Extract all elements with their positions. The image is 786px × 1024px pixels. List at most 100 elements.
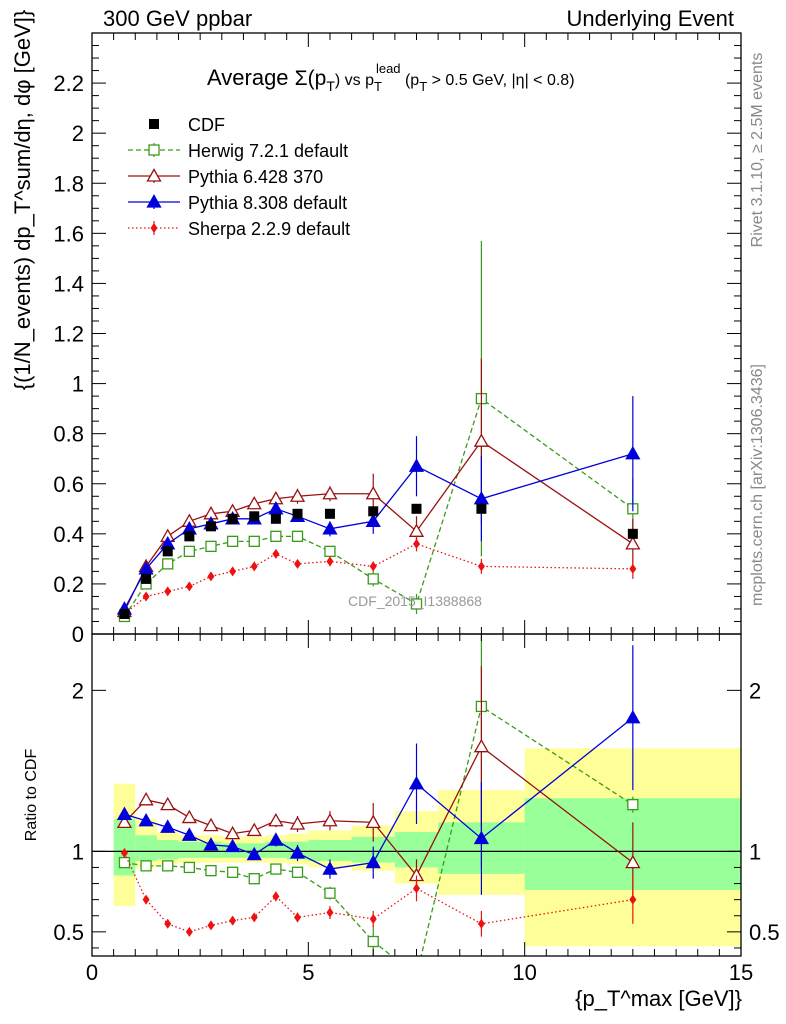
data-point	[629, 894, 637, 905]
y-tick-label: 1.6	[53, 221, 84, 246]
data-point	[183, 861, 196, 874]
x-tick-label: 15	[729, 960, 753, 985]
legend-marker	[148, 144, 160, 156]
legend-item-cdf: CDF	[149, 115, 225, 135]
data-point	[627, 799, 639, 811]
data-point	[625, 536, 641, 550]
y-tick-label-left: 2	[72, 678, 84, 703]
data-point	[326, 556, 334, 567]
data-point	[367, 935, 379, 948]
band-green-2	[156, 840, 179, 860]
data-point	[246, 822, 262, 837]
data-point	[294, 912, 302, 923]
legend-label: Pythia 6.428 370	[188, 167, 323, 187]
side-label-top: Rivet 3.1.10, ≥ 2.5M events	[749, 53, 766, 248]
legend-item-pythia-8-308-default: Pythia 8.308 default	[128, 193, 347, 213]
data-point	[160, 796, 176, 811]
x-tick-label: 10	[512, 960, 536, 985]
data-point	[229, 566, 237, 577]
data-point	[138, 792, 154, 806]
data-point	[367, 573, 379, 585]
legend-label: Pythia 8.308 default	[188, 193, 347, 213]
y-tick-label: 1	[72, 372, 84, 397]
data-point	[160, 819, 176, 833]
data-point	[629, 563, 637, 574]
data-point	[183, 545, 196, 558]
title-part: Average	[207, 65, 295, 90]
y-tick-label: 1.8	[53, 171, 84, 196]
data-point	[225, 825, 241, 840]
data-point	[116, 806, 133, 820]
data-point	[207, 571, 215, 582]
data-point	[272, 891, 280, 902]
chart-title: Average Σ(pT) vs pTlead (pT > 0.5 GeV, |…	[207, 61, 575, 94]
data-point	[291, 530, 304, 542]
data-point	[408, 775, 425, 790]
data-point	[324, 508, 335, 519]
data-point	[365, 485, 381, 500]
title-part: (p	[401, 72, 420, 89]
title-part: lead	[376, 61, 401, 76]
y-tick-label: 0.6	[53, 472, 84, 497]
data-point	[205, 521, 216, 532]
data-point	[229, 915, 237, 926]
data-point	[369, 561, 377, 572]
data-point	[324, 887, 336, 899]
data-point	[412, 970, 422, 980]
band-green-3	[178, 841, 201, 858]
legend-item-pythia-6-428-370: Pythia 6.428 370	[128, 167, 323, 187]
legend-marker	[146, 194, 162, 208]
y-tick-label: 0.2	[53, 572, 84, 597]
data-point	[248, 535, 260, 547]
x-axis-label: {p_T^max [GeV]}	[575, 986, 742, 1011]
data-point	[289, 816, 306, 830]
data-point	[272, 548, 280, 559]
data-point	[249, 511, 260, 522]
y-axis-label-main: {(1/N_events) dp_T^sum/dη, dφ [GeV]}	[10, 10, 35, 390]
data-point	[162, 546, 173, 557]
data-point	[270, 530, 282, 542]
side-label-bottom: mcplots.cern.ch [arXiv:1306.3436]	[749, 364, 766, 606]
legend-label: Herwig 7.2.1 default	[188, 141, 348, 161]
data-point	[408, 523, 425, 537]
data-point	[185, 926, 193, 937]
data-point	[473, 830, 490, 845]
y-tick-label: 2	[72, 121, 84, 146]
data-point	[185, 581, 193, 592]
data-point	[181, 809, 197, 824]
y-tick-label-left: 0.5	[53, 920, 84, 945]
y-tick-label: 0	[72, 622, 84, 647]
title-part: T	[374, 79, 382, 94]
y-tick-label: 0.8	[53, 422, 84, 447]
data-point	[270, 863, 282, 875]
data-point	[410, 598, 423, 610]
data-point	[473, 433, 490, 447]
data-point	[250, 912, 258, 923]
legend-marker	[146, 168, 162, 182]
data-point	[138, 561, 154, 575]
data-point	[203, 817, 219, 832]
watermark: CDF_2015_I1388868	[348, 593, 482, 609]
data-point	[411, 503, 422, 514]
series-line	[123, 453, 634, 610]
series-sherpa-2-2-9-default	[120, 847, 637, 937]
legend-label: CDF	[188, 115, 225, 135]
data-point	[248, 873, 260, 885]
data-point	[369, 913, 377, 924]
data-point	[268, 500, 284, 515]
legend-item-sherpa-2-2-9-default: Sherpa 2.2.9 default	[128, 219, 350, 239]
data-point	[142, 894, 150, 905]
title-part: T	[326, 78, 335, 94]
main-panel	[91, 32, 742, 635]
title-part: vs p	[340, 72, 374, 89]
data-point	[205, 540, 217, 553]
legend-item-herwig-7-2-1-default: Herwig 7.2.1 default	[128, 141, 348, 161]
title-part: T	[419, 79, 427, 94]
data-point	[408, 458, 425, 472]
data-point	[322, 485, 338, 500]
data-point	[625, 854, 641, 869]
data-point	[181, 827, 197, 841]
data-point	[322, 812, 338, 827]
data-point	[162, 558, 174, 570]
legend: CDF Herwig 7.2.1 default Pythia 6.428 370 P…	[128, 115, 350, 239]
